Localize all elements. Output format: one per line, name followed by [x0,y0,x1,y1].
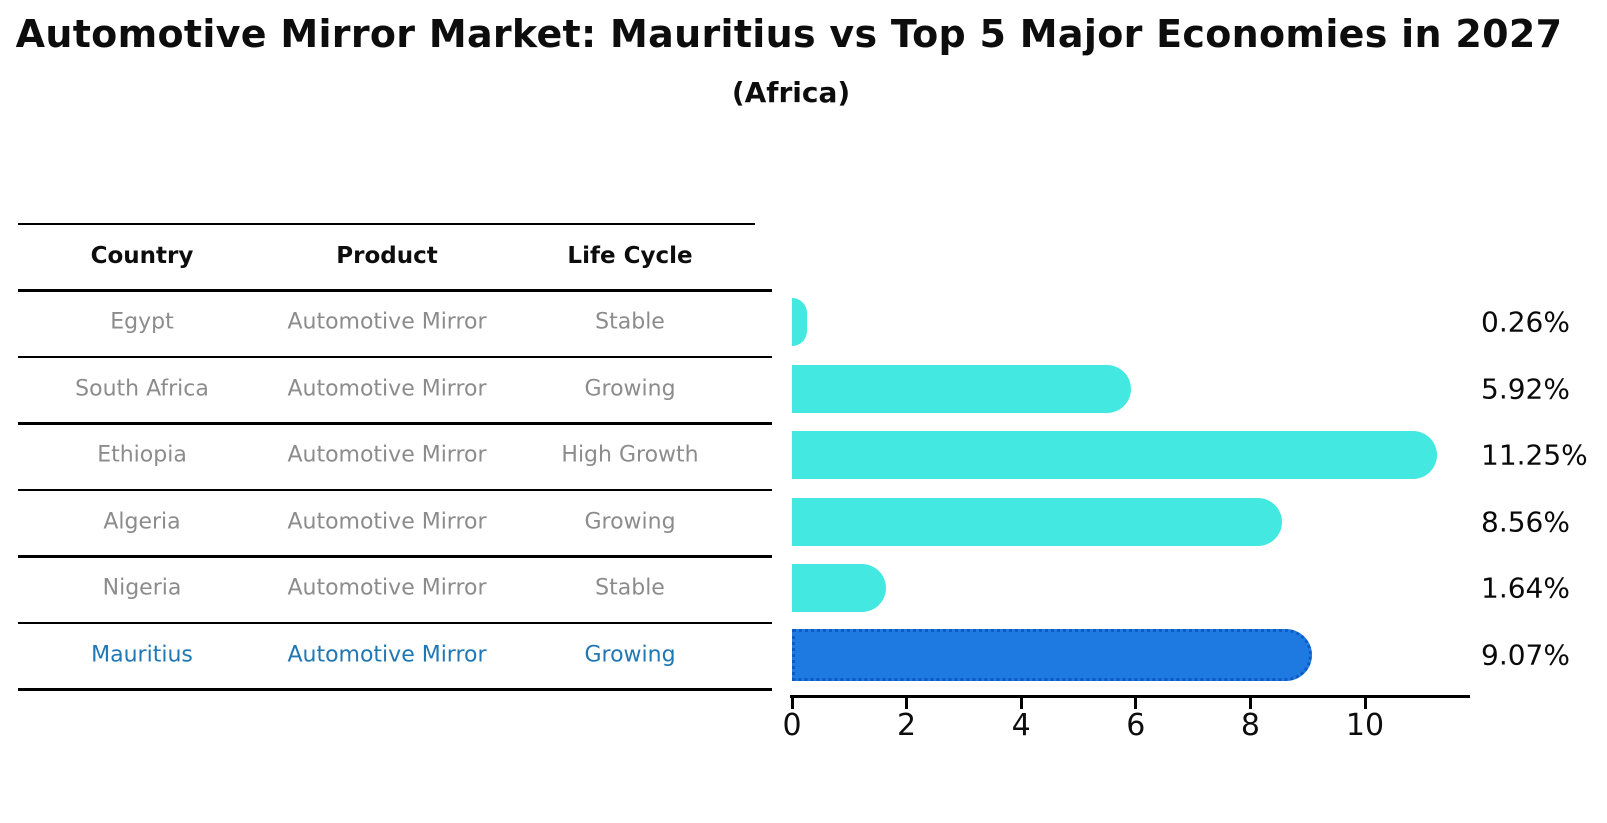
bar [792,431,1437,480]
column-header-life-cycle: Life Cycle [567,243,693,269]
bar-value-label: 8.56% [1481,505,1570,539]
x-axis-tick-label: 4 [1011,708,1031,743]
x-axis-tick-label: 0 [782,708,802,743]
x-axis-tick-label: 10 [1345,708,1385,743]
cell-life-cycle: Growing [584,376,676,402]
table-row-rule [18,488,772,491]
cell-product: Automotive Mirror [287,509,487,535]
cell-country: Egypt [110,309,174,335]
chart-title: Automotive Mirror Market: Mauritius vs T… [15,12,1563,56]
table-row-rule [18,289,772,292]
table-row-rule [18,688,772,691]
x-axis-tick [905,698,909,709]
cell-product: Automotive Mirror [287,442,487,468]
table-row-rule [18,555,772,558]
table-row-rule [18,355,772,358]
bar-value-label: 1.64% [1481,571,1570,605]
x-axis-tick-label: 2 [897,708,917,743]
column-header-country: Country [90,243,194,269]
x-axis-tick [1363,698,1367,709]
table-row-rule [18,621,772,624]
bar-highlight-mauritius [792,628,1312,681]
cell-country: Nigeria [102,575,182,601]
x-axis-tick-label: 8 [1240,708,1260,743]
cell-country: South Africa [75,376,209,402]
bar [792,364,1132,413]
bar [792,298,807,347]
bar [792,497,1283,546]
cell-country: Mauritius [91,642,193,668]
cell-life-cycle: High Growth [561,442,699,468]
x-axis-tick [1248,698,1252,709]
bar-value-label: 9.07% [1481,638,1570,672]
cell-life-cycle: Growing [584,509,676,535]
cell-product: Automotive Mirror [287,376,487,402]
cell-country: Ethiopia [97,442,187,468]
cell-country: Algeria [103,509,181,535]
cell-product: Automotive Mirror [287,575,487,601]
x-axis-tick [790,698,794,709]
x-axis-line [790,695,1470,698]
bar [792,564,886,613]
cell-product: Automotive Mirror [287,642,487,668]
column-header-product: Product [336,243,438,269]
x-axis-tick-label: 6 [1126,708,1146,743]
cell-life-cycle: Stable [595,309,665,335]
chart-subtitle: (Africa) [731,76,851,109]
cell-life-cycle: Stable [595,575,665,601]
cell-product: Automotive Mirror [287,309,487,335]
bar-value-label: 0.26% [1481,305,1570,339]
table-row-rule [18,422,772,425]
bar-value-label: 5.92% [1481,372,1570,406]
x-axis-tick [1134,698,1138,709]
table-top-rule [18,222,755,225]
x-axis-tick [1019,698,1023,709]
cell-life-cycle: Growing [584,642,676,668]
bar-value-label: 11.25% [1481,438,1588,472]
